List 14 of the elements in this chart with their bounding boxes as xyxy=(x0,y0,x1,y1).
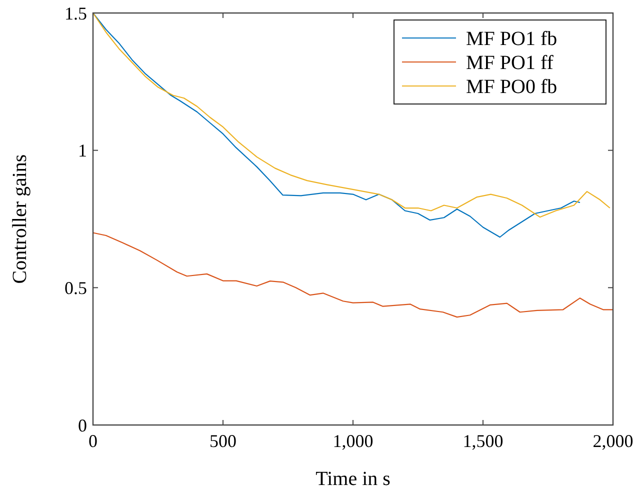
x-axis-title: Time in s xyxy=(316,468,391,490)
legend-label: MF PO1 ff xyxy=(466,52,554,74)
y-axis-title: Controller gains xyxy=(9,154,31,284)
y-tick-label: 0 xyxy=(78,415,87,436)
legend-label: MF PO1 fb xyxy=(466,28,558,50)
x-tick-label: 1,500 xyxy=(462,431,504,451)
x-tick-label: 500 xyxy=(210,431,236,451)
line-series xyxy=(92,232,614,318)
x-tick-label: 2,000 xyxy=(592,431,634,451)
y-tick-label: 1 xyxy=(78,140,87,161)
legend-label: MF PO0 fb xyxy=(466,76,558,98)
x-tick-label: 1,000 xyxy=(332,431,374,451)
y-tick-label: 0.5 xyxy=(64,278,87,298)
y-tick-label: 1.5 xyxy=(64,3,87,24)
